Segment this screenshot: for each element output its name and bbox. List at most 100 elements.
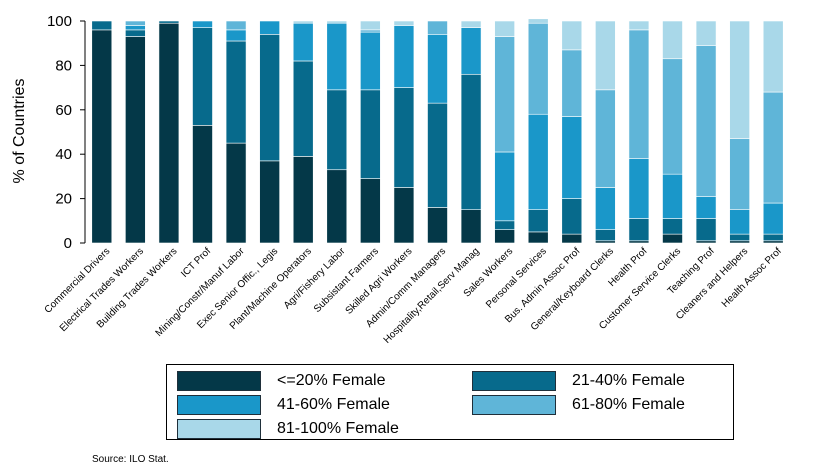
bar-segment	[628, 218, 650, 242]
bar-segment	[527, 113, 549, 210]
bar-segment	[729, 240, 750, 244]
bar-segment	[292, 60, 314, 157]
bar-segment	[595, 187, 616, 230]
legend-label-0: <=20% Female	[277, 372, 386, 389]
bar-segment	[595, 229, 616, 242]
x-tick-label: Personal Services	[484, 246, 549, 311]
bar-segment	[695, 240, 717, 244]
legend-label-3: 61-80% Female	[572, 396, 685, 413]
bar-segment	[662, 20, 683, 60]
bar-segment	[762, 91, 784, 204]
legend: <=20% Female 21-40% Female 41-60% Female…	[166, 364, 734, 440]
legend-item-4: 81-100% Female	[177, 418, 399, 440]
bar-segment	[628, 240, 650, 244]
bar-segment	[729, 138, 750, 211]
bar-segment	[662, 173, 683, 219]
bar-segment	[326, 169, 348, 244]
bar-segment	[527, 22, 549, 115]
bar-segment	[494, 151, 515, 222]
bar-segment	[695, 20, 717, 46]
bar-segment	[259, 20, 280, 35]
y-tick-label: 100	[47, 13, 72, 30]
bar-segment	[326, 89, 348, 171]
bar-segment	[561, 116, 583, 199]
bar-segment	[628, 29, 650, 159]
bar-segment	[360, 20, 381, 31]
bar-segment	[561, 198, 583, 235]
bar-segment	[225, 40, 247, 144]
bar-segment	[125, 20, 146, 26]
y-tick-label: 40	[55, 146, 72, 163]
y-axis-title: % of Countries	[11, 79, 28, 184]
bar-segment	[494, 229, 515, 244]
legend-item-2: 41-60% Female	[177, 394, 390, 416]
bar-segment	[527, 231, 549, 244]
bar-segment	[662, 58, 683, 175]
y-tick-label: 20	[55, 191, 72, 208]
bar-segment	[460, 209, 482, 244]
bar-segment	[125, 36, 146, 244]
bar-segment	[192, 20, 213, 28]
bar-segment	[729, 209, 750, 235]
bar-segment	[460, 20, 482, 28]
bar-segment	[225, 29, 247, 42]
bar-segment	[192, 125, 213, 244]
bar-segment	[561, 49, 583, 117]
bar-segment	[662, 233, 683, 244]
legend-label-4: 81-100% Female	[277, 420, 399, 437]
bar-segment	[192, 27, 213, 126]
legend-item-3: 61-80% Female	[472, 394, 685, 416]
bar-segment	[360, 29, 381, 33]
legend-swatch-2	[177, 395, 261, 415]
bar-segment	[561, 20, 583, 51]
bar-segment	[427, 34, 448, 104]
bar-segment	[595, 20, 616, 91]
bar-segment	[91, 20, 113, 31]
bar-segment	[393, 187, 415, 244]
bar-segment	[729, 20, 750, 139]
y-ticks: 0 20 40 60 80 100	[47, 13, 85, 252]
bar-segment	[91, 29, 113, 244]
legend-item-0: <=20% Female	[177, 370, 386, 392]
bar-segment	[292, 20, 314, 24]
legend-swatch-1	[472, 371, 556, 391]
bar-segment	[427, 20, 448, 35]
bar-segment	[360, 31, 381, 91]
bar-segment	[762, 202, 784, 235]
bar-segment	[292, 22, 314, 62]
bar-segment	[427, 207, 448, 244]
bar-segment	[494, 220, 515, 230]
bar-segment	[326, 20, 348, 24]
x-tick-label: Health Assoc Prof	[720, 246, 784, 310]
bar-segment	[695, 218, 717, 242]
bar-segment	[460, 27, 482, 75]
bar-segment	[393, 20, 415, 26]
bar-segment	[695, 45, 717, 197]
bar-segment	[595, 240, 616, 244]
x-tick-label: Agri/Fishery Labor	[282, 245, 348, 311]
bar-segment	[259, 34, 280, 162]
bar-segment	[360, 89, 381, 179]
bars	[91, 18, 784, 244]
bar-segment	[460, 73, 482, 210]
bar-segment	[292, 156, 314, 244]
x-tick-label: ICT Prof	[179, 246, 213, 280]
bar-segment	[393, 87, 415, 188]
bar-segment	[125, 25, 146, 31]
legend-swatch-4	[177, 419, 261, 439]
bar-segment	[125, 29, 146, 37]
legend-item-1: 21-40% Female	[472, 370, 685, 392]
y-tick-label: 60	[55, 102, 72, 119]
bar-segment	[762, 240, 784, 244]
bar-segment	[762, 20, 784, 93]
bar-segment	[494, 20, 515, 37]
bar-segment	[393, 25, 415, 88]
bar-segment	[729, 233, 750, 242]
bar-segment	[628, 20, 650, 31]
y-tick-label: 0	[64, 235, 72, 252]
y-tick-label: 80	[55, 57, 72, 74]
bar-segment	[561, 233, 583, 244]
legend-swatch-0	[177, 371, 261, 391]
